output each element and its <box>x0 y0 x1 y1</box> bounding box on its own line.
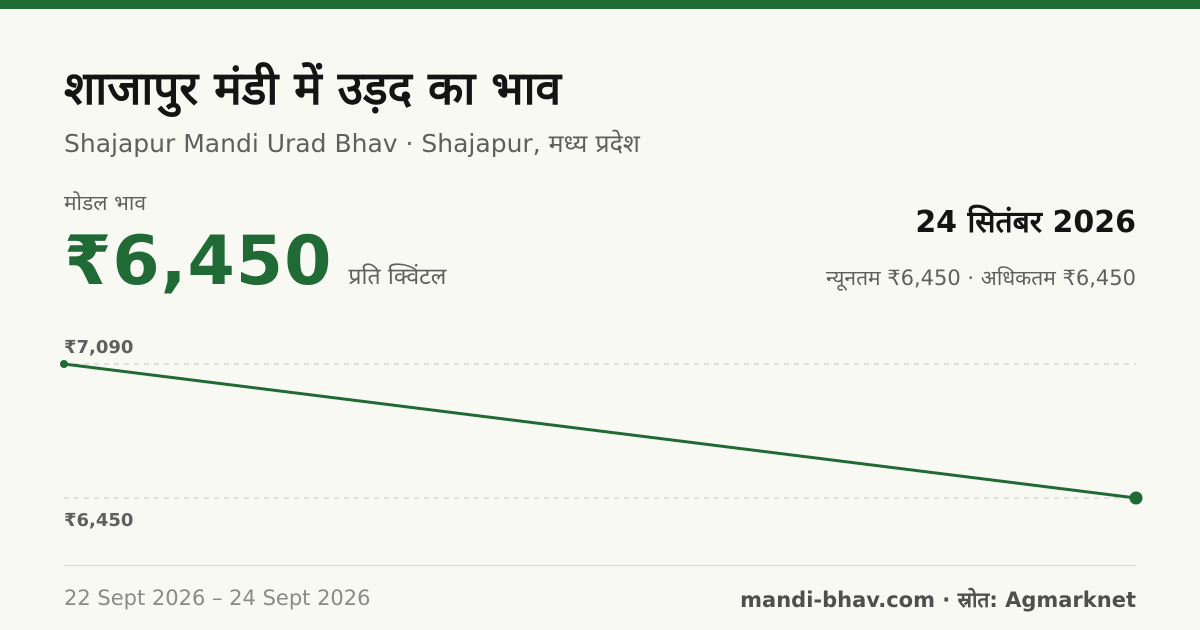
price-line-chart: ₹7,090 ₹6,450 <box>60 337 1143 531</box>
page-title: शाजापुर मंडी में उड़द का भाव <box>64 61 562 115</box>
modal-price-value: ₹6,450 <box>64 222 333 301</box>
chart-date-range: 22 Sept 2026 – 24 Sept 2026 <box>64 586 371 610</box>
data-point-latest <box>1129 491 1143 505</box>
modal-price-label: मोडल भाव <box>64 191 147 215</box>
source-credit: mandi-bhav.com · स्रोत: Agmarknet <box>740 588 1136 612</box>
top-accent-bar <box>0 0 1200 9</box>
y-tick-label-min: ₹6,450 <box>64 510 133 531</box>
page-subtitle: Shajapur Mandi Urad Bhav · Shajapur, मध्… <box>64 129 640 158</box>
series-line <box>62 362 1138 500</box>
footer-divider <box>64 565 1136 566</box>
price-unit: प्रति क्विंटल <box>348 264 447 290</box>
price-row: ₹6,450 प्रति क्विंटल <box>64 222 446 301</box>
y-tick-label-max: ₹7,090 <box>64 337 133 358</box>
min-max-range: न्यूनतम ₹6,450 · अधिकतम ₹6,450 <box>826 266 1136 290</box>
data-point <box>60 360 68 368</box>
price-date: 24 सितंबर 2026 <box>915 205 1136 240</box>
